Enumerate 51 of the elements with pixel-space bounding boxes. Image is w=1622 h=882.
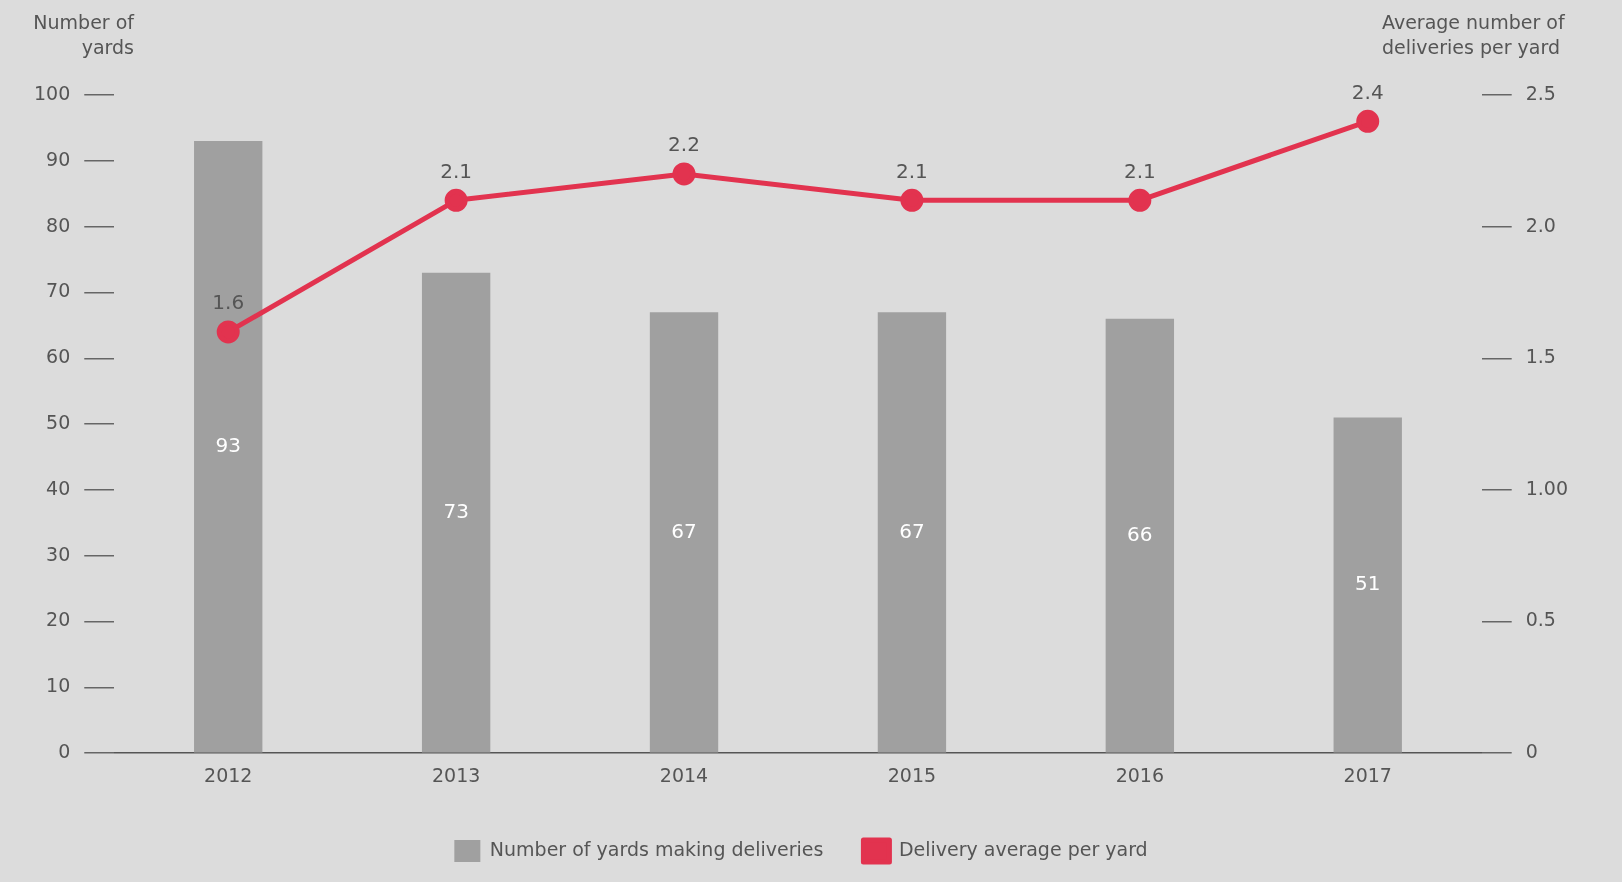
data-label: 2.4 <box>1351 79 1384 104</box>
y-tick-label: 30 <box>46 542 71 565</box>
bar <box>877 312 947 753</box>
legend-label: Delivery average per yard <box>898 837 1148 860</box>
y-tick-label: 10 <box>46 674 71 697</box>
data-label: 67 <box>671 518 697 543</box>
data-label: 51 <box>1355 571 1381 596</box>
point <box>672 162 696 186</box>
bar <box>1333 417 1402 753</box>
y2-tick-label: 0 <box>1525 740 1538 763</box>
y-tick-label: 40 <box>46 476 71 499</box>
data-label: 93 <box>215 432 241 457</box>
y2-axis-title: Average number of deliveries per yard <box>1382 10 1566 60</box>
data-label: 73 <box>443 498 469 523</box>
x-tick-label: 2015 <box>887 763 937 786</box>
data-label: 2.2 <box>668 132 700 157</box>
y-tick-label: 90 <box>46 147 71 170</box>
point <box>216 320 240 344</box>
y2-tick-label: 1.5 <box>1525 345 1556 368</box>
point <box>1356 109 1380 133</box>
y2-tick-label: 1.00 <box>1525 476 1569 499</box>
x-tick-label: 2012 <box>204 763 253 786</box>
bar <box>194 141 263 753</box>
x-tick-label: 2017 <box>1343 763 1392 786</box>
data-label: 2.1 <box>1123 158 1156 183</box>
bar <box>649 312 719 753</box>
point <box>900 188 924 212</box>
y-tick-label: 20 <box>46 608 71 631</box>
x-tick-label: 2013 <box>431 763 481 786</box>
legend-label: Number of yards making deliveries <box>489 837 824 860</box>
y2-tick-label: 0.5 <box>1525 608 1556 631</box>
x-tick-label: 2014 <box>659 763 709 786</box>
data-label: 1.6 <box>212 290 245 315</box>
data-label: 67 <box>899 518 925 543</box>
data-label: 2.1 <box>440 158 473 183</box>
y2-tick-label: 2.5 <box>1525 81 1556 104</box>
y-tick-label: 100 <box>34 81 71 104</box>
data-label: 2.1 <box>896 158 928 183</box>
y-tick-label: 0 <box>58 740 71 763</box>
y-tick-label: 60 <box>46 345 71 368</box>
y-tick-label: 70 <box>46 279 71 302</box>
bar <box>421 272 491 753</box>
y-axis-title: Number of yards <box>32 10 134 60</box>
y-tick-label: 50 <box>46 411 71 434</box>
y-tick-label: 80 <box>46 213 71 236</box>
point <box>444 188 468 212</box>
x-tick-label: 2016 <box>1115 763 1165 786</box>
data-label: 66 <box>1127 521 1153 546</box>
bar <box>1105 318 1175 753</box>
y2-tick-label: 2.0 <box>1525 213 1556 236</box>
point <box>1128 188 1152 212</box>
